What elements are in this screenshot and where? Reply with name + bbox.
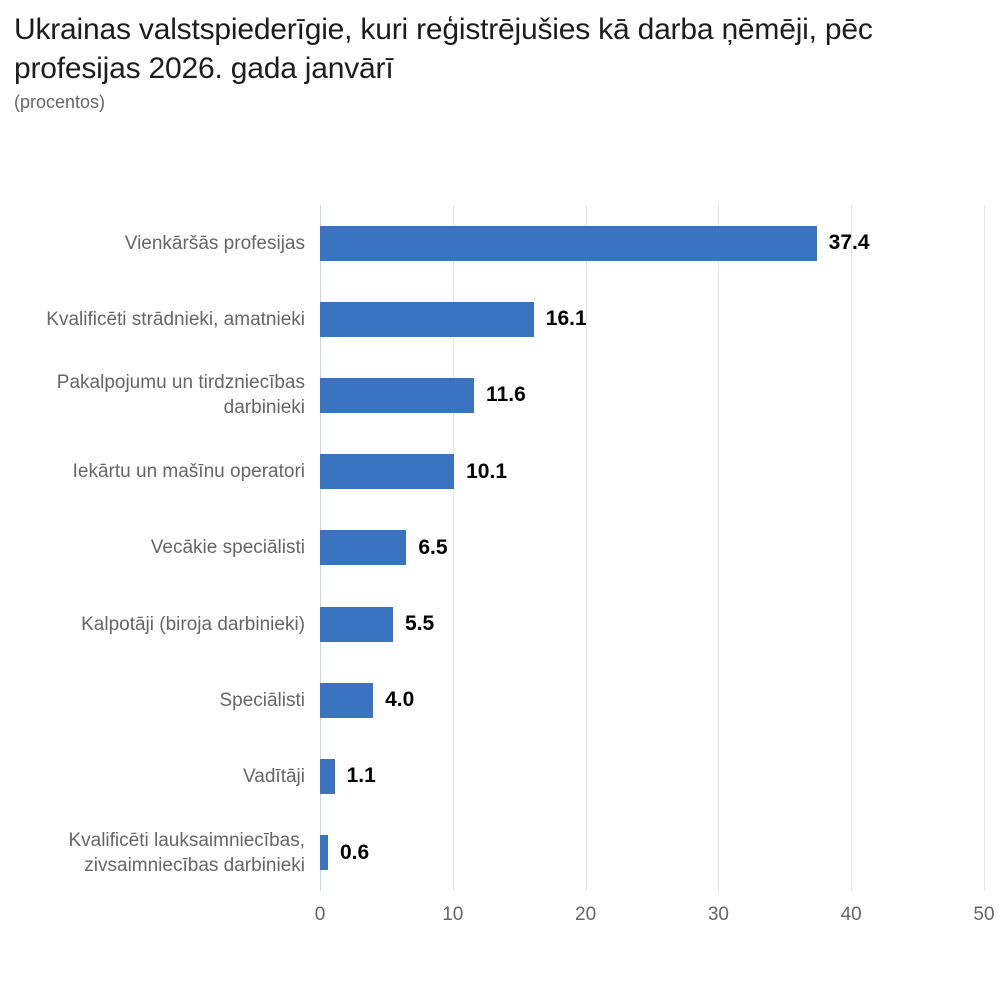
bar [320,377,475,413]
bar-row: Pakalpojumu un tirdzniecības darbinieki 1… [0,357,1000,433]
bar-track: 4.0 [320,662,1000,738]
gridline-30 [718,205,720,891]
bar-row: Kalpotāji (biroja darbinieki) 5.5 [0,586,1000,662]
value-label: 1.1 [346,764,376,788]
bar-row: Vecākie speciālisti 6.5 [0,510,1000,586]
category-label: Iekārtu un mašīnu operatori [72,461,305,483]
gridline-50 [984,205,985,891]
x-axis-tick-label-30: 30 [707,904,729,925]
bar-row: Vadītāji 1.1 [0,738,1000,814]
bar-row: Kvalificēti lauksaimniecības, zivsaimnie… [0,815,1000,891]
chart-subtitle: (procentos) [14,92,106,112]
value-label: 10.1 [466,459,507,483]
gridline-40 [851,205,853,891]
bar [320,606,394,642]
bar-track: 6.5 [320,510,1000,586]
bar [320,835,328,871]
x-axis-tick-label-10: 10 [442,904,464,925]
bar [320,758,335,794]
category-label: Kvalificēti lauksaimniecības, zivsaimnie… [68,829,305,876]
value-label: 6.5 [418,535,448,559]
category-label: Vadītāji [243,765,305,787]
value-label: 16.1 [545,307,587,331]
value-label: 5.5 [405,612,435,636]
bar-track: 5.5 [320,586,1000,662]
gridline-10 [452,205,454,891]
x-axis-tick-label-40: 40 [840,904,862,925]
bar [320,225,817,261]
bar-rows: Vienkāršās profesijas 37.4 Kvalificēti str… [0,205,1000,891]
category-label: Kvalificēti strādnieki, amatnieki [46,308,305,330]
bar [320,454,455,490]
bar [320,530,407,566]
bar [320,301,534,337]
category-label: Vienkāršās profesijas [124,232,305,254]
bar-row: Iekārtu un mašīnu operatori 10.1 [0,434,1000,510]
bar-track: 16.1 [320,281,1000,357]
bar-track: 11.6 [320,357,1000,433]
category-label: Pakalpojumu un tirdzniecības darbinieki [56,372,305,419]
value-label: 11.6 [486,383,526,407]
value-label: 4.0 [385,688,415,712]
bar-track: 37.4 [320,205,1000,281]
gridline-20 [585,205,587,891]
x-axis-tick-label-50: 50 [973,904,995,925]
x-axis-tick-label-20: 20 [575,904,597,925]
bar-track: 0.6 [320,815,1000,891]
category-label: Vecākie speciālisti [150,537,305,559]
bar-row: Speciālisti 4.0 [0,662,1000,738]
value-label: 0.6 [339,840,370,864]
chart-title: Ukrainas valstspiederīgie, kuri reģistrē… [14,13,873,85]
bar-row: Vienkāršās profesijas 37.4 [0,205,1000,281]
category-label: Speciālisti [219,689,305,711]
bar-track: 1.1 [320,738,1000,814]
bar [320,682,374,718]
x-axis-tick-label-0: 0 [314,904,326,925]
bar-row: Kvalificēti strādnieki, amatnieki 16.1 [0,281,1000,357]
bar-track: 10.1 [320,434,1000,510]
category-label: Kalpotāji (biroja darbinieki) [81,613,305,635]
value-label: 37.4 [828,231,870,255]
plot-area: 0 10 20 30 40 50 [315,205,995,925]
